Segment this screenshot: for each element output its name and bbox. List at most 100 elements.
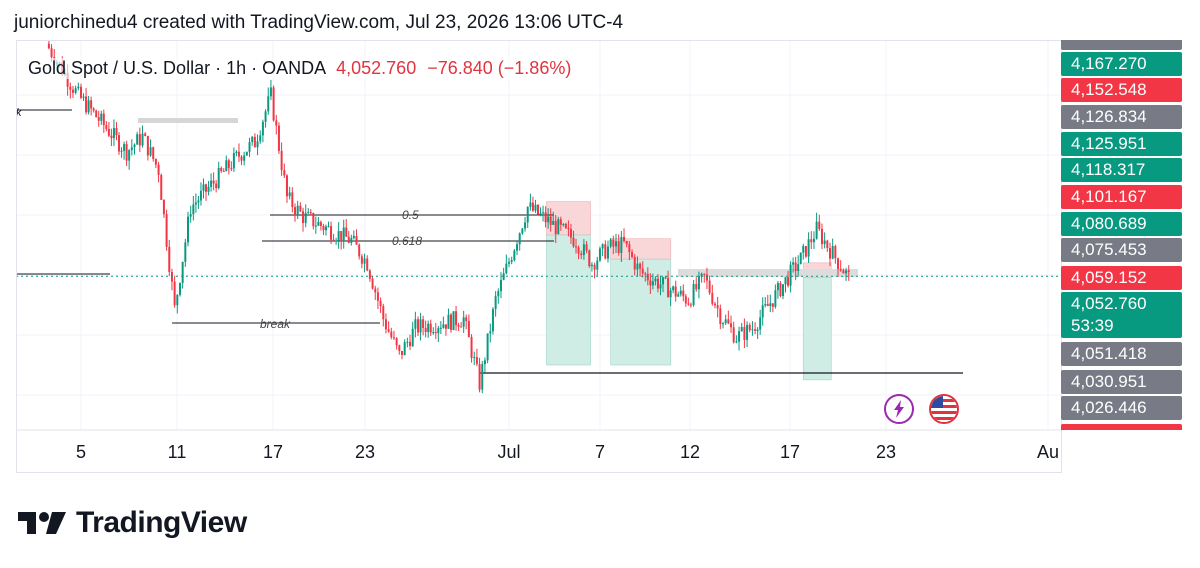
candle-body: [291, 192, 294, 208]
candle-body: [761, 305, 764, 318]
price-scale-tags[interactable]: 4,167.270 4,152.548 4,126.834 4,125.951 4,11…: [1061, 40, 1182, 430]
candle-body: [497, 291, 500, 297]
candle-body: [110, 135, 113, 139]
candle-body: [502, 273, 505, 280]
brand-name: TradingView: [76, 506, 247, 539]
price-tag: 4,118.317: [1061, 158, 1182, 182]
candle-body: [285, 175, 288, 197]
candle-body: [237, 151, 240, 157]
us-flag-icon[interactable]: [929, 394, 959, 424]
resistance-zone: [678, 269, 858, 277]
candle-body: [664, 277, 667, 279]
candle-body: [644, 273, 647, 275]
candle-body: [740, 327, 743, 332]
candle-body: [677, 294, 680, 297]
candle-body: [659, 284, 662, 289]
candle-body: [837, 258, 840, 269]
price-tag: 4,125.951: [1061, 132, 1182, 156]
candle-body: [601, 244, 604, 249]
candle-body: [598, 248, 601, 261]
price-tag: 4,167.270: [1061, 52, 1182, 76]
candle-body: [751, 329, 754, 331]
candle-body: [743, 327, 746, 340]
candle-body: [240, 156, 243, 161]
candle-body: [157, 164, 160, 176]
candle-body: [518, 233, 521, 245]
candle-body: [654, 278, 657, 282]
candle-body: [439, 327, 442, 329]
candle-body: [692, 284, 695, 306]
candle-body: [299, 205, 302, 212]
candle-body: [524, 222, 527, 229]
candle-body: [593, 264, 596, 270]
candle-body: [85, 96, 88, 113]
candle-body: [202, 184, 205, 191]
candle-body: [617, 241, 620, 253]
candle-body: [304, 212, 307, 224]
candle-body: [730, 323, 733, 328]
candle-body: [478, 364, 481, 390]
candle-body: [205, 184, 208, 192]
candle-body: [455, 311, 458, 326]
candle-body: [251, 136, 254, 142]
candle-body: [149, 147, 152, 156]
candle-body: [358, 244, 361, 257]
candle-body: [112, 128, 115, 139]
candle-body: [314, 225, 317, 227]
candle-body: [559, 219, 562, 225]
candle-body: [71, 89, 74, 93]
candle-body: [494, 296, 497, 310]
candle-body: [360, 256, 363, 264]
candle-body: [713, 303, 716, 306]
candle-body: [564, 223, 567, 228]
candle-body: [588, 250, 591, 267]
x-tick-label: 23: [355, 442, 375, 462]
candle-body: [596, 260, 599, 270]
price-chart[interactable]: k 0.5 0.618 break 5 11 17 23 Jul 7 12 17 23 Au: [16, 38, 1200, 473]
bolt-icon[interactable]: [884, 394, 914, 424]
candle-body: [539, 213, 542, 215]
candle-body: [350, 238, 353, 243]
candle-body: [759, 317, 762, 330]
candle-body: [521, 228, 524, 234]
candle-body: [275, 120, 278, 126]
candle-body: [820, 228, 823, 245]
chart-area[interactable]: k 0.5 0.618 break 5 11 17 23 Jul 7 12 17 23 Au: [16, 38, 1200, 473]
tradingview-logo[interactable]: TradingView: [18, 503, 247, 543]
candle-body: [826, 240, 829, 249]
candle-body: [82, 96, 85, 98]
candle-body: [437, 328, 440, 334]
resistance-zone: [138, 118, 238, 123]
candle-body: [651, 281, 654, 286]
candle-body: [831, 246, 834, 259]
symbol-legend[interactable]: Gold Spot / U.S. Dollar · 1h · OANDA 4,0…: [28, 58, 572, 79]
candle-body: [815, 221, 818, 239]
candle-body: [371, 278, 374, 289]
candle-body: [748, 324, 751, 331]
candle-body: [115, 128, 118, 136]
candle-body: [754, 329, 757, 331]
candle-body: [774, 290, 777, 307]
candle-body: [141, 133, 144, 146]
candle-body: [483, 360, 486, 365]
candle-body: [390, 331, 393, 338]
bar-countdown: 53:39: [1071, 316, 1114, 335]
candle-body: [220, 167, 223, 172]
candle-body: [746, 324, 749, 340]
candle-body: [799, 252, 802, 265]
candle-body: [309, 212, 312, 214]
chart-grid: [16, 40, 1061, 430]
candle-body: [414, 319, 417, 329]
candle-body: [160, 175, 163, 200]
candle-body: [267, 96, 270, 112]
candle-body: [724, 319, 727, 324]
candle-body: [467, 321, 470, 338]
candle-body: [577, 247, 580, 254]
candle-body: [210, 180, 213, 187]
candle-body: [508, 261, 510, 264]
candle-body: [294, 207, 296, 215]
price-tag-partial: [1061, 424, 1182, 430]
candle-body: [176, 294, 179, 306]
candle-body: [261, 121, 264, 136]
candle-body: [499, 279, 502, 292]
